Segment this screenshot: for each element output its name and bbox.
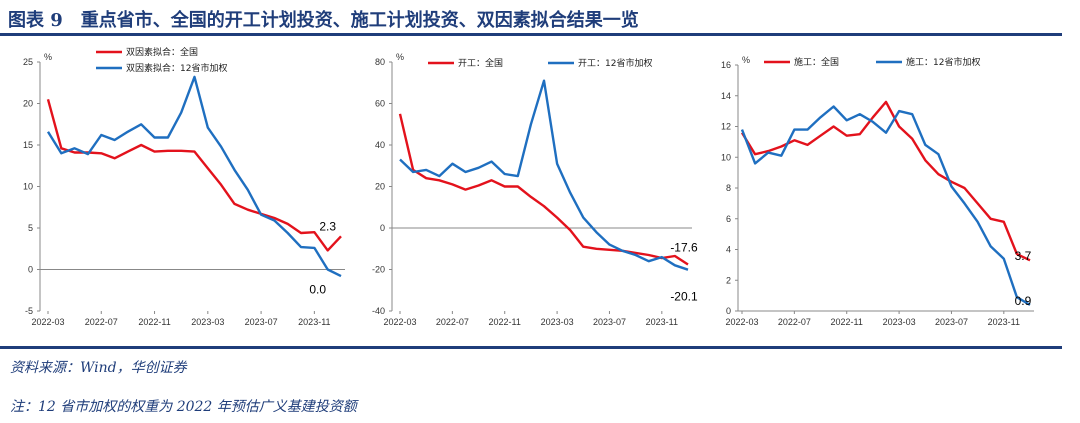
series-line-1 <box>399 79 689 271</box>
y-tick-label: 10 <box>721 152 731 162</box>
legend-label: 开工：全国 <box>458 57 503 69</box>
data-label: -20.1 <box>670 290 698 304</box>
chart-svg: 0 2 4 6 8 10 12 14 16 % 2022-03 2022-07 2022-11 2023-… <box>721 55 1034 327</box>
figure-title: 图表 9 重点省市、全国的开工计划投资、施工计划投资、双因素拟合结果一览 <box>8 10 639 31</box>
y-tick-label: 60 <box>375 99 385 109</box>
x-tick-label: 2023-11 <box>988 317 1020 327</box>
y-tick-label: 2 <box>726 275 731 285</box>
unit-label: % <box>742 55 750 65</box>
chart-svg: -5 0 5 10 15 20 25 % 2022-03 2022-07 2022-11 2023-0… <box>23 46 345 327</box>
y-tick-label: 4 <box>726 245 731 255</box>
x-tick-label: 2022-07 <box>85 317 118 327</box>
y-tick-label: -40 <box>372 306 385 316</box>
y-tick-label: 10 <box>23 182 33 192</box>
x-tick-label: 2022-11 <box>831 317 863 327</box>
top-rule <box>0 33 1062 36</box>
figure-header: 图表 9 重点省市、全国的开工计划投资、施工计划投资、双因素拟合结果一览 <box>8 0 1064 34</box>
legend-label: 双因素拟合：全国 <box>126 46 198 58</box>
y-tick-label: 8 <box>726 183 731 193</box>
y-tick-label: 14 <box>721 91 731 101</box>
x-tick-label: 2023-03 <box>883 317 916 327</box>
x-tick-label: 2023-07 <box>935 317 968 327</box>
series-line-1 <box>740 105 1031 306</box>
x-tick-label: 2022-07 <box>778 317 811 327</box>
y-tick-label: 20 <box>375 182 385 192</box>
series-line-1 <box>46 75 342 278</box>
source-note: 资料来源：Wind，华创证券 <box>10 360 187 376</box>
y-tick-label: -20 <box>372 265 385 275</box>
y-tick-label: 16 <box>721 60 731 70</box>
series-line-0 <box>46 98 342 252</box>
chart-under-construction: 0 2 4 6 8 10 12 14 16% 2022-03 2022-07 2022-11 2023-… <box>698 40 1048 336</box>
data-label: -17.6 <box>670 241 698 255</box>
x-tick-label: 2022-07 <box>436 317 469 327</box>
y-tick-label: 0 <box>380 223 385 233</box>
x-tick-label: 2023-07 <box>245 317 278 327</box>
y-tick-label: 0 <box>726 306 731 316</box>
legend-label: 施工：12省市加权 <box>906 56 980 68</box>
data-label: 0.9 <box>1015 294 1032 308</box>
y-tick-label: 15 <box>23 140 33 150</box>
x-tick-label: 2022-03 <box>31 317 64 327</box>
legend-label: 开工：12省市加权 <box>578 57 652 69</box>
y-tick-label: 0 <box>28 265 33 275</box>
data-label: 3.7 <box>1015 249 1032 263</box>
bottom-rule <box>0 346 1062 349</box>
legend-label: 施工：全国 <box>794 56 839 68</box>
unit-label: % <box>44 52 52 62</box>
y-tick-label: -5 <box>25 306 33 316</box>
series-line-0 <box>398 113 689 266</box>
chart-fitted: -5 0 5 10 15 20 25% 2022-03 2022-07 2022-11 2023-0… <box>0 40 352 336</box>
x-tick-label: 2023-03 <box>541 317 574 327</box>
chart-svg: -40 -20 0 20 40 60 80 % 2022-03 2022-07 2022-11 202… <box>372 52 698 327</box>
y-tick-label: 5 <box>28 223 33 233</box>
unit-label: % <box>396 52 404 62</box>
footnote: 注：12 省市加权的权重为 2022 年预估广义基建投资额 <box>10 399 357 415</box>
y-tick-label: 20 <box>23 99 33 109</box>
x-tick-label: 2022-03 <box>383 317 416 327</box>
x-tick-label: 2022-03 <box>725 317 758 327</box>
y-tick-label: 40 <box>375 140 385 150</box>
legend-label: 双因素拟合：12省市加权 <box>126 62 227 74</box>
data-label: 2.3 <box>319 219 336 233</box>
x-tick-label: 2023-07 <box>593 317 626 327</box>
x-tick-label: 2022-11 <box>138 317 170 327</box>
x-tick-label: 2023-03 <box>191 317 224 327</box>
series-line-0 <box>740 100 1031 262</box>
chart-new-start: -40 -20 0 20 40 60 80% 2022-03 2022-07 2022-11 202… <box>352 40 698 336</box>
y-tick-label: 80 <box>375 57 385 67</box>
y-tick-label: 12 <box>721 122 731 132</box>
y-tick-label: 6 <box>726 214 731 224</box>
y-tick-label: 25 <box>23 57 33 67</box>
x-tick-label: 2023-11 <box>646 317 678 327</box>
x-tick-label: 2022-11 <box>489 317 521 327</box>
x-tick-label: 2023-11 <box>298 317 330 327</box>
data-label: 0.0 <box>309 283 326 297</box>
